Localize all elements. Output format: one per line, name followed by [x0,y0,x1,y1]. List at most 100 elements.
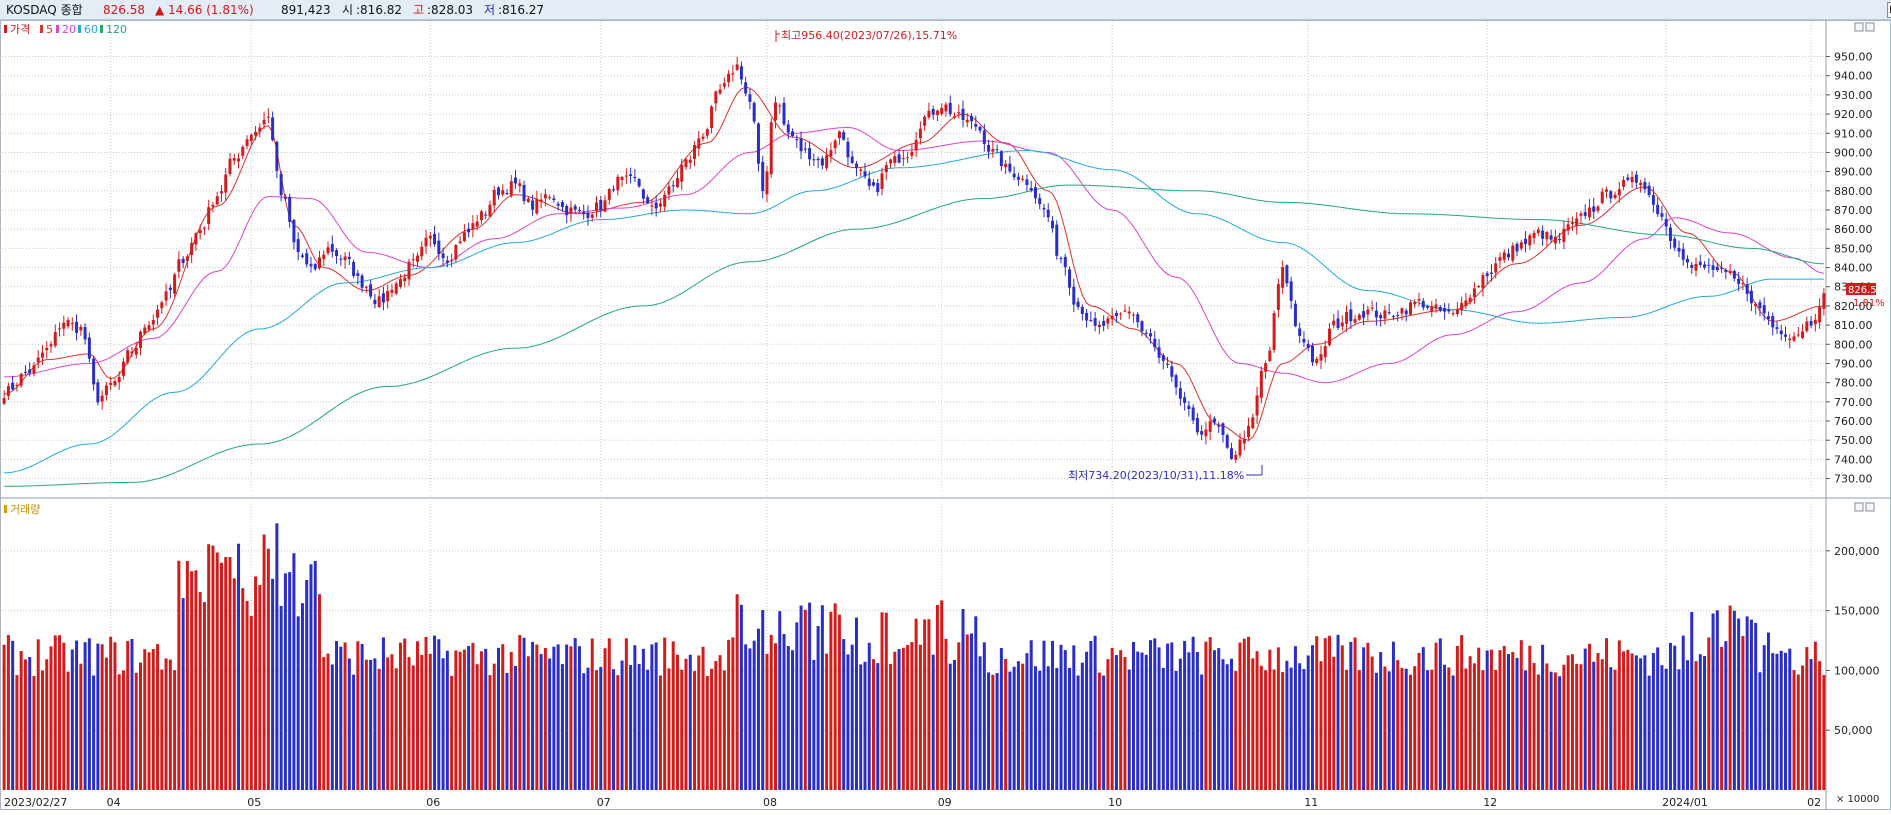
candle-body [381,293,385,303]
candle-body [501,190,505,195]
volume-bar [778,611,782,790]
volume-bar [1532,663,1536,790]
candle-body [190,242,194,255]
candle-body [825,155,829,169]
volume-bar [501,644,505,790]
candle-body [1549,235,1553,240]
volume-bar [49,646,53,790]
price-axis-label: 780.00 [1834,377,1873,390]
volume-bar [58,635,62,790]
price-pane-resize-button[interactable] [1854,22,1864,32]
volume-bar [488,675,492,790]
candle-body [1749,290,1753,304]
volume-bar [224,557,228,790]
candle-body [816,158,820,161]
volume-bar [1605,638,1609,790]
volume-bar [1396,660,1400,790]
volume-bar [607,638,611,790]
scroll-right-button[interactable]: ▶ [1887,2,1891,18]
volume-bar [23,659,27,790]
last-price-badge-text: 826.58 [1848,285,1883,296]
candle-body [15,385,19,387]
candle-body [1357,314,1361,320]
candle-body [75,321,79,333]
price-axis-label: 900.00 [1834,146,1873,159]
volume-bar [1613,669,1617,790]
candle-body [543,194,547,199]
candle-body [1144,332,1148,334]
candle-body [1532,232,1536,239]
candle-body [454,245,458,260]
stock-chart-svg[interactable]: 730.00 740.00 750.00 760.00 770.00 780.00 790.… [0,20,1891,811]
volume-bar [454,650,458,790]
volume-bar [19,650,23,790]
open-value: :816.82 [356,3,403,17]
price-pane-close-button[interactable] [1865,22,1875,32]
price-axis-label: 800.00 [1834,338,1873,351]
volume-bar [850,644,854,790]
volume-bar [935,604,939,790]
candle-body [271,117,275,141]
volume-bar [1370,656,1374,790]
volume-bar [96,643,100,790]
candle-body [1114,312,1118,317]
volume-bar [791,650,795,790]
last-price-badge-bg [1846,283,1876,295]
candle-body [1502,252,1506,260]
volume-bar [701,646,705,790]
candle-body [420,246,424,257]
volume-bar [1587,643,1591,790]
candle-body [914,139,918,151]
volume-pane-close-button[interactable] [1865,502,1875,512]
volume-bar [1766,632,1770,790]
candle-body [484,214,488,216]
chart-area[interactable]: 730.00 740.00 750.00 760.00 770.00 780.00 790.… [0,20,1891,811]
volume-bar [1575,663,1579,790]
candle-body [1771,316,1775,328]
candle-body [1310,345,1314,363]
candle-body [1553,236,1557,244]
candle-body [83,327,87,340]
volume-bar [1553,672,1557,790]
candle-body [752,103,756,122]
candle-body [1396,314,1400,316]
candle-body [1345,312,1349,324]
volume-bar [194,570,198,790]
candle-body [1366,309,1370,315]
candle-body [2,397,6,404]
volume-bar [279,605,283,790]
candle-body [1430,306,1434,312]
volume-bar [1217,648,1221,790]
volume-bar [104,657,108,790]
candle-body [40,352,44,358]
volume-bar [944,638,948,790]
candle-body [761,161,765,192]
volume-bar [957,642,961,790]
candle-body [1426,306,1430,308]
volume-bar [1707,637,1711,790]
candle-body [1634,174,1638,183]
volume-bar [893,651,897,790]
index-name[interactable]: KOSDAQ 종합 [6,3,83,17]
candle-body [1656,204,1660,215]
volume-bar [1720,646,1724,790]
volume-bar [718,655,722,790]
candle-body [1754,303,1758,307]
candle-body [237,158,241,162]
volume-bar [1170,642,1174,790]
volume-bar [1187,652,1191,790]
candle-body [1033,187,1037,199]
volume-bar [714,661,718,790]
volume-bar [697,655,701,790]
volume-bar [1579,664,1583,790]
candle-body [1626,177,1630,180]
candle-body [595,202,599,211]
volume-bar [1008,671,1012,790]
volume-bar [1149,640,1153,790]
volume-pane-resize-button[interactable] [1854,502,1864,512]
candle-body [147,325,151,330]
candle-body [552,198,556,201]
candle-body [1677,247,1681,252]
volume-bar [1447,667,1451,790]
candle-body [1298,328,1302,336]
